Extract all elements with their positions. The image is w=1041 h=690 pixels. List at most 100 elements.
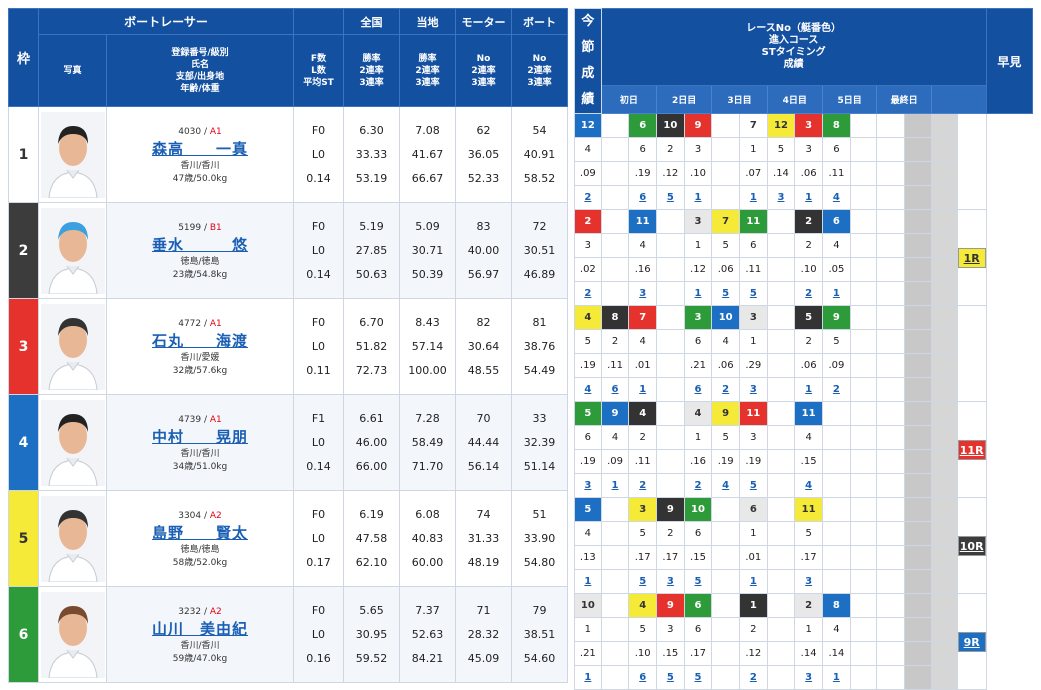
rank-link[interactable]: 2 bbox=[821, 377, 851, 402]
touchi-sub: 勝率 2連率 3連率 bbox=[399, 34, 456, 107]
gray-cell bbox=[930, 233, 958, 258]
waku-number: 1 bbox=[8, 106, 39, 203]
hayami-race-button[interactable]: 1R bbox=[958, 247, 986, 268]
konsetsu-label: 今節成績 bbox=[574, 8, 602, 114]
course-cell bbox=[600, 521, 630, 546]
racer-reg-no: 4739 bbox=[178, 414, 202, 425]
racer-name-link[interactable]: 垂水 悠 bbox=[151, 235, 248, 254]
rank-link[interactable]: 1 bbox=[738, 185, 768, 210]
rank-link[interactable]: 1 bbox=[683, 281, 713, 306]
stat-b-2: 51.14 bbox=[523, 459, 556, 473]
empty-cell bbox=[849, 377, 878, 402]
hayami-race-button[interactable]: 9R bbox=[958, 631, 986, 652]
boat-sub: No 2連率 3連率 bbox=[511, 34, 568, 107]
racer-cell: 4030 / A1 森高 一真 香川/香川 47歳/50.0kg bbox=[106, 106, 294, 203]
race-no-cell: 5 bbox=[574, 401, 602, 426]
course-cell: 4 bbox=[574, 521, 602, 546]
racer-name-link[interactable]: 森高 一真 bbox=[151, 139, 248, 158]
motor-sub: No 2連率 3連率 bbox=[455, 34, 512, 107]
rank-link[interactable]: 1 bbox=[600, 473, 630, 498]
rank-link[interactable]: 2 bbox=[683, 473, 713, 498]
racer-age-weight: 58歳/52.0kg bbox=[172, 557, 228, 568]
rank-link[interactable]: 3 bbox=[656, 569, 685, 594]
rank-link[interactable]: 5 bbox=[628, 569, 658, 594]
course-cell: 4 bbox=[794, 425, 823, 450]
stat-m-2: 48.19 bbox=[467, 555, 500, 569]
stat-b: 54 40.91 58.52 bbox=[511, 106, 568, 203]
rank-link[interactable]: 5 bbox=[683, 569, 713, 594]
racer-name-link[interactable]: 中村 晃朋 bbox=[151, 427, 248, 446]
gray-cell bbox=[903, 329, 932, 354]
race-no-cell: 10 bbox=[574, 593, 602, 618]
rank-link[interactable]: 1 bbox=[794, 185, 823, 210]
rank-link[interactable]: 3 bbox=[574, 473, 602, 498]
rank-link[interactable]: 4 bbox=[574, 377, 602, 402]
rank-link[interactable]: 6 bbox=[628, 185, 658, 210]
st-cell bbox=[600, 545, 630, 570]
st-cell bbox=[821, 449, 851, 474]
stat-m-0: 83 bbox=[476, 219, 491, 233]
waku-number: 6 bbox=[8, 586, 39, 683]
stat-z-0: 6.61 bbox=[359, 411, 384, 425]
course-cell: 2 bbox=[600, 329, 630, 354]
racer-reg-no: 4030 bbox=[178, 126, 202, 137]
rank-link[interactable]: 2 bbox=[574, 185, 602, 210]
course-cell: 1 bbox=[683, 233, 713, 258]
rank-link[interactable]: 3 bbox=[794, 569, 823, 594]
racer-name-link[interactable]: 島野 賢太 bbox=[151, 523, 248, 542]
st-cell bbox=[600, 161, 630, 186]
st-cell: .19 bbox=[628, 161, 658, 186]
gray-cell bbox=[930, 185, 958, 210]
race-no-cell: 3 bbox=[794, 113, 823, 138]
racer-reg: 4739 / A1 bbox=[108, 414, 293, 426]
touchi-header: 当地 bbox=[399, 8, 456, 35]
rank-link[interactable]: 4 bbox=[821, 185, 851, 210]
hayami-cell: 10R bbox=[956, 497, 987, 594]
racer-reg-no: 3304 bbox=[178, 510, 202, 521]
empty-cell bbox=[849, 257, 878, 282]
race-no-cell: 10 bbox=[683, 497, 713, 522]
rank-link[interactable]: 6 bbox=[600, 377, 630, 402]
rank-link[interactable]: 5 bbox=[738, 473, 768, 498]
course-cell: 5 bbox=[794, 521, 823, 546]
rank-link[interactable]: 3 bbox=[766, 185, 796, 210]
stat-b-0: 79 bbox=[532, 603, 547, 617]
rank-link[interactable]: 3 bbox=[738, 377, 768, 402]
rank-link[interactable]: 1 bbox=[683, 185, 713, 210]
rank-link[interactable]: 6 bbox=[683, 377, 713, 402]
st-cell: .11 bbox=[600, 353, 630, 378]
rank-link[interactable]: 4 bbox=[794, 473, 823, 498]
racer-age-weight: 59歳/47.0kg bbox=[172, 653, 228, 664]
racer-name-link[interactable]: 石丸 海渡 bbox=[151, 331, 248, 350]
stat-t: 7.37 52.63 84.21 bbox=[399, 586, 456, 683]
rank-link[interactable]: 2 bbox=[628, 473, 658, 498]
fl-st: 0.14 bbox=[306, 171, 331, 185]
rank-link[interactable]: 2 bbox=[794, 281, 823, 306]
racer-age-weight: 23歳/54.8kg bbox=[172, 269, 228, 280]
rank-link[interactable]: 2 bbox=[574, 281, 602, 306]
rank-link[interactable]: 1 bbox=[738, 569, 768, 594]
stat-z: 5.65 30.95 59.52 bbox=[343, 586, 400, 683]
empty-cell bbox=[876, 473, 905, 498]
racer-photo bbox=[38, 394, 107, 491]
hayami-cell: 11R bbox=[956, 401, 987, 498]
rank-link[interactable]: 1 bbox=[821, 281, 851, 306]
gray-cell bbox=[903, 257, 932, 282]
rank-link[interactable]: 4 bbox=[711, 473, 740, 498]
rank-link[interactable]: 5 bbox=[738, 281, 768, 306]
rank-link[interactable]: 1 bbox=[628, 377, 658, 402]
racer-name-link[interactable]: 山川 美由紀 bbox=[151, 619, 248, 638]
gray-cell bbox=[903, 353, 932, 378]
gray-cell bbox=[930, 401, 958, 426]
stat-z: 6.61 46.00 66.00 bbox=[343, 394, 400, 491]
stat-b-1: 38.51 bbox=[523, 627, 556, 641]
course-cell: 3 bbox=[683, 137, 713, 162]
rank-link[interactable]: 2 bbox=[711, 377, 740, 402]
rank-link[interactable]: 1 bbox=[794, 377, 823, 402]
rank-link[interactable]: 5 bbox=[656, 185, 685, 210]
hayami-race-button[interactable]: 11R bbox=[958, 439, 986, 460]
hayami-race-button[interactable]: 10R bbox=[958, 535, 986, 556]
rank-link[interactable]: 5 bbox=[711, 281, 740, 306]
rank-link[interactable]: 3 bbox=[628, 281, 658, 306]
rank-link[interactable]: 1 bbox=[574, 569, 602, 594]
